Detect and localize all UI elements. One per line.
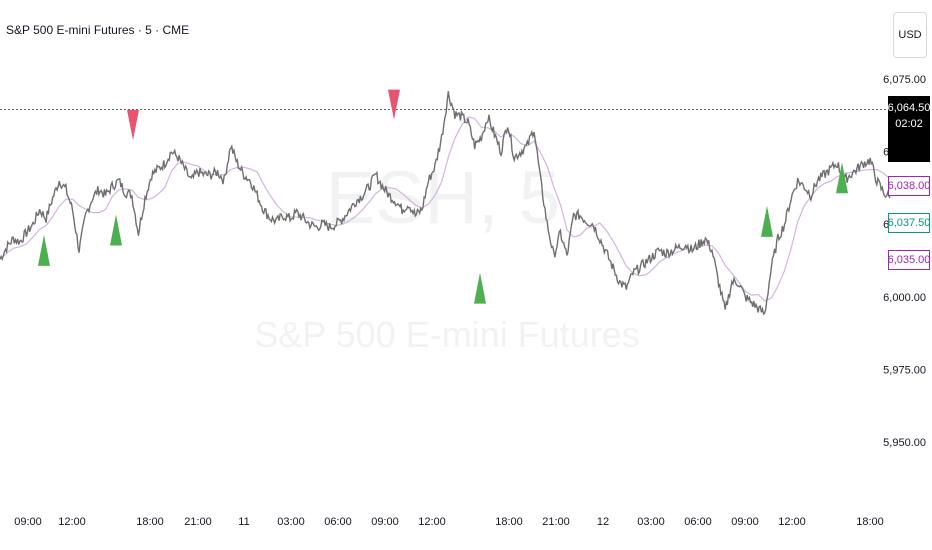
x-tick-label: 03:00 [637, 516, 665, 528]
watermark-symbol: ESH, 5 [326, 156, 560, 239]
upper-band-tag: 6,038.00 [888, 176, 930, 196]
signal-markers [38, 89, 848, 304]
x-tick-label: 06:00 [324, 516, 352, 528]
currency-button[interactable]: USD [893, 12, 927, 58]
buy-signal-marker [110, 214, 122, 246]
sell-signal-marker [388, 89, 400, 120]
y-tick-label: 5,975.00 [883, 364, 926, 376]
price-line [0, 91, 891, 316]
sell-signal-marker [127, 109, 139, 140]
price-layer [0, 91, 891, 316]
buy-signal-marker [474, 272, 486, 304]
watermark-name: S&P 500 E-mini Futures [254, 314, 640, 355]
countdown-value: 02:02 [895, 118, 923, 130]
x-tick-label: 11 [238, 516, 249, 528]
x-tick-label: 12 [597, 516, 609, 528]
buy-signal-marker [38, 234, 50, 266]
x-tick-label: 12:00 [58, 516, 86, 528]
x-tick-label: 21:00 [542, 516, 570, 528]
x-tick-label: 09:00 [14, 516, 42, 528]
x-axis[interactable]: 09:00 12:00 18:00 21:00 11 03:00 06:00 09:00 12:… [14, 516, 884, 528]
x-tick-label: 09:00 [731, 516, 759, 528]
y-tick-label: 6,000.00 [883, 292, 926, 304]
buy-signal-marker [836, 162, 848, 194]
x-tick-label: 03:00 [277, 516, 305, 528]
last-price-value: 6,064.50 [887, 102, 931, 114]
x-tick-label: 18:00 [136, 516, 164, 528]
x-tick-label: 18:00 [856, 516, 884, 528]
x-tick-label: 12:00 [778, 516, 806, 528]
lower-band-tag: 6,035.00 [888, 250, 930, 270]
mid-band-tag: 6,037.50 [888, 213, 930, 233]
x-tick-label: 09:00 [371, 516, 399, 528]
buy-signal-marker [761, 205, 773, 237]
x-tick-label: 18:00 [495, 516, 523, 528]
last-price-tag: 6,064.50 02:02 [888, 96, 930, 162]
x-tick-label: 06:00 [684, 516, 712, 528]
x-tick-label: 21:00 [184, 516, 212, 528]
y-tick-label: 5,950.00 [883, 437, 926, 449]
x-tick-label: 12:00 [418, 516, 446, 528]
y-tick-label: 6,075.00 [883, 74, 926, 86]
chart-title: S&P 500 E-mini Futures · 5 · CME [6, 23, 190, 37]
